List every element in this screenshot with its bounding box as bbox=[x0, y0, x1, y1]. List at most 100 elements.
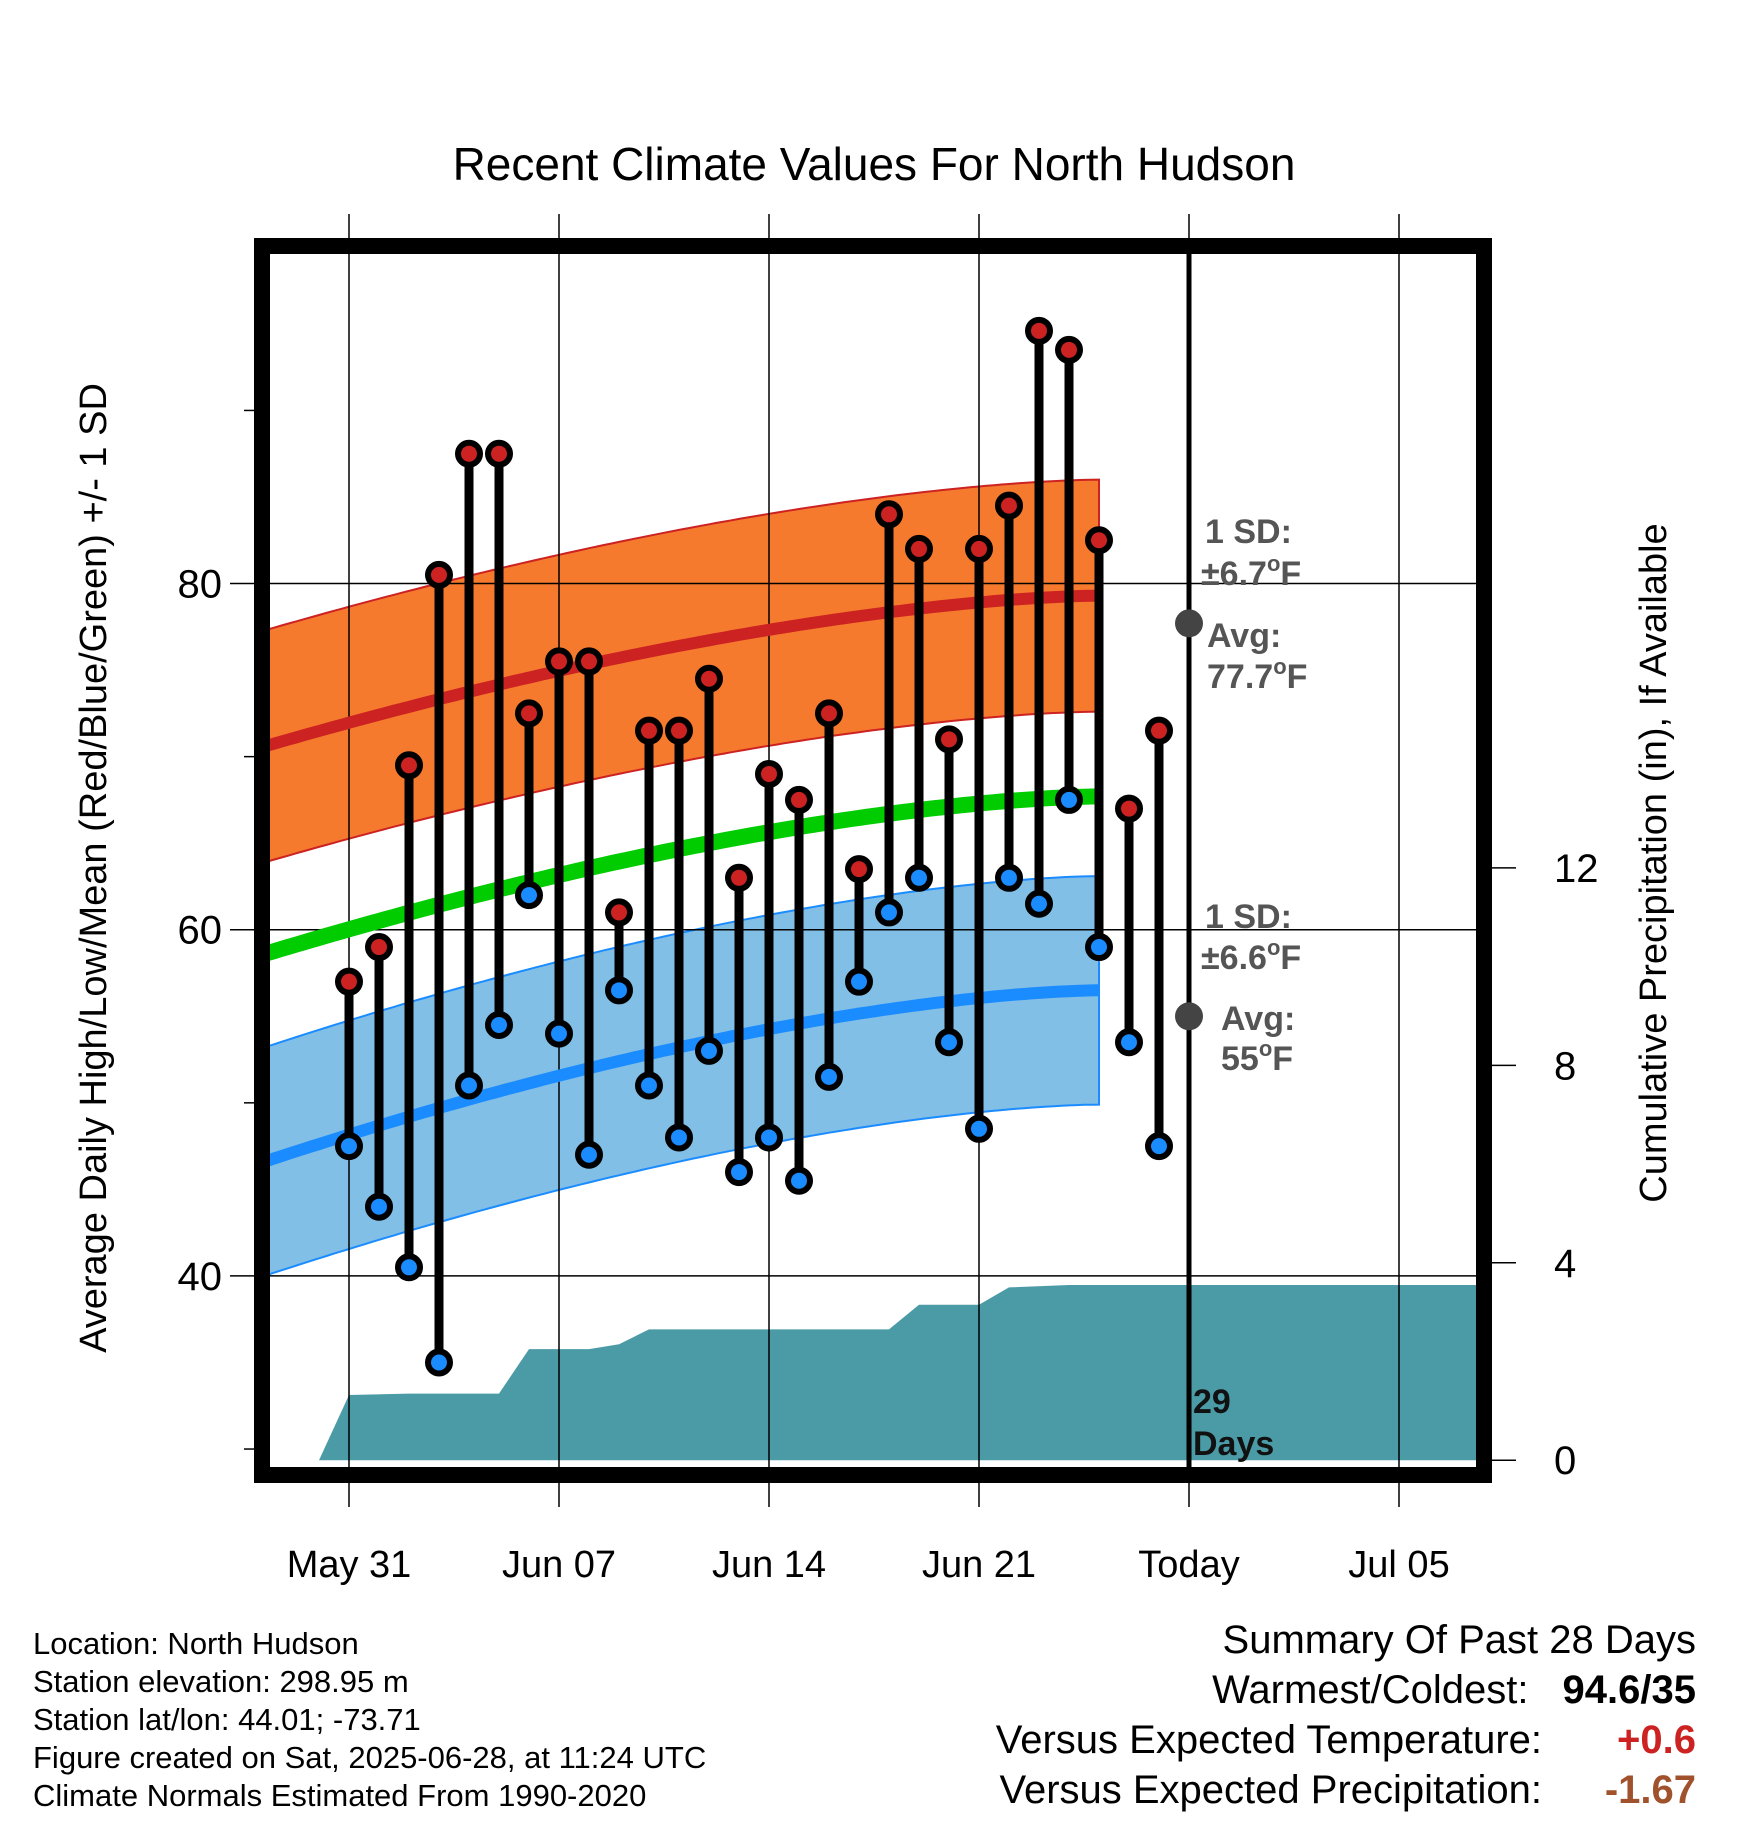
high-point bbox=[635, 716, 663, 745]
y-tick-label: 80 bbox=[178, 563, 223, 607]
high-point bbox=[545, 647, 573, 676]
low-sd-value: ±6.6oF bbox=[1201, 935, 1301, 977]
low-point bbox=[635, 1071, 663, 1100]
low-avg-value: 55oF bbox=[1221, 1036, 1293, 1078]
today-low-avg-marker bbox=[1175, 1002, 1203, 1031]
high-sd-value: ±6.7oF bbox=[1201, 551, 1301, 593]
low-point bbox=[335, 1132, 363, 1161]
high-point bbox=[1055, 335, 1083, 364]
summary-title: Summary Of Past 28 Days bbox=[1222, 1618, 1696, 1662]
low-point bbox=[845, 967, 873, 996]
high-point bbox=[1085, 526, 1113, 555]
y-tick-label: 40 bbox=[178, 1255, 223, 1299]
high-point bbox=[905, 534, 933, 563]
low-point bbox=[905, 863, 933, 892]
location-text: Location: North Hudson bbox=[33, 1626, 359, 1661]
x-tick-label: May 31 bbox=[287, 1544, 412, 1586]
high-point bbox=[665, 716, 693, 745]
high-point bbox=[605, 898, 633, 927]
high-avg-value: 77.7oF bbox=[1207, 654, 1307, 696]
low-point bbox=[1055, 785, 1083, 814]
low-point bbox=[425, 1348, 453, 1377]
high-point bbox=[995, 491, 1023, 520]
low-point bbox=[1085, 933, 1113, 962]
summary-temp-row: Versus Expected Temperature: +0.6 bbox=[996, 1715, 1696, 1765]
low-point bbox=[575, 1140, 603, 1169]
y2-axis-label: Cumulative Precipitation (in), If Availa… bbox=[1633, 523, 1675, 1202]
high-point bbox=[1145, 716, 1173, 745]
y2-tick-label: 4 bbox=[1554, 1242, 1576, 1286]
precip-label: Versus Expected Precipitation: bbox=[999, 1768, 1542, 1812]
low-point bbox=[485, 1010, 513, 1039]
low-point bbox=[755, 1123, 783, 1152]
high-point bbox=[755, 759, 783, 788]
low-point bbox=[725, 1158, 753, 1187]
high-point bbox=[365, 933, 393, 962]
low-point bbox=[395, 1253, 423, 1282]
y-axis-label: Average Daily High/Low/Mean (Red/Blue/Gr… bbox=[73, 383, 115, 1353]
low-point bbox=[995, 863, 1023, 892]
y2-tick-label: 8 bbox=[1554, 1044, 1576, 1088]
high-point bbox=[335, 967, 363, 996]
high-point bbox=[1115, 794, 1143, 823]
station-info: Location: North Hudson Station elevation… bbox=[33, 1625, 706, 1815]
high-point bbox=[695, 664, 723, 693]
low-point bbox=[875, 898, 903, 927]
x-tick-label: Jun 07 bbox=[502, 1544, 616, 1586]
precip-area bbox=[319, 1285, 1484, 1461]
high-point bbox=[425, 560, 453, 589]
high-point bbox=[965, 534, 993, 563]
warmest-value: 94.6/35 bbox=[1562, 1668, 1696, 1712]
low-point bbox=[1025, 889, 1053, 918]
x-tick-label: Jun 21 bbox=[922, 1544, 1036, 1586]
warmest-label: Warmest/Coldest: bbox=[1212, 1668, 1529, 1712]
summary-panel: Summary Of Past 28 Days Warmest/Coldest:… bbox=[996, 1615, 1696, 1815]
x-tick-label: Jul 05 bbox=[1348, 1544, 1449, 1586]
y2-tick-label: 12 bbox=[1554, 847, 1599, 891]
high-point bbox=[875, 500, 903, 529]
low-point bbox=[785, 1166, 813, 1195]
low-point bbox=[815, 1062, 843, 1091]
low-point bbox=[365, 1192, 393, 1221]
high-point bbox=[575, 647, 603, 676]
precip-value: -1.67 bbox=[1604, 1768, 1696, 1812]
low-point bbox=[1115, 1028, 1143, 1057]
high-sd-label: 1 SD: bbox=[1205, 513, 1292, 551]
high-point bbox=[845, 855, 873, 884]
temp-label: Versus Expected Temperature: bbox=[995, 1718, 1542, 1762]
plot-frame bbox=[254, 238, 1492, 1483]
low-point bbox=[545, 1019, 573, 1048]
low-point bbox=[935, 1028, 963, 1057]
low-point bbox=[455, 1071, 483, 1100]
low-point bbox=[515, 881, 543, 910]
low-avg-label: Avg: bbox=[1221, 1000, 1295, 1038]
x-tick-label: Jun 14 bbox=[712, 1544, 826, 1586]
low-point bbox=[605, 976, 633, 1005]
high-point bbox=[455, 439, 483, 468]
today-high-avg-marker bbox=[1175, 609, 1203, 638]
low-point bbox=[1145, 1132, 1173, 1161]
low-point bbox=[695, 1036, 723, 1065]
high-point bbox=[395, 751, 423, 780]
chart-title: Recent Climate Values For North Hudson bbox=[453, 138, 1296, 190]
high-point bbox=[515, 699, 543, 728]
summary-warmest-row: Warmest/Coldest: 94.6/35 bbox=[996, 1665, 1696, 1715]
high-point bbox=[785, 785, 813, 814]
days-label: Days bbox=[1193, 1425, 1274, 1463]
high-point bbox=[725, 863, 753, 892]
low-point bbox=[665, 1123, 693, 1152]
y2-tick-label: 0 bbox=[1554, 1439, 1576, 1483]
high-point bbox=[485, 439, 513, 468]
summary-precip-row: Versus Expected Precipitation: -1.67 bbox=[996, 1765, 1696, 1815]
high-point bbox=[815, 699, 843, 728]
created-text: Figure created on Sat, 2025-06-28, at 11… bbox=[33, 1740, 707, 1775]
elevation-text: Station elevation: 298.95 m bbox=[33, 1664, 409, 1699]
y-tick-label: 60 bbox=[178, 909, 223, 953]
low-point bbox=[965, 1114, 993, 1143]
normals-text: Climate Normals Estimated From 1990-2020 bbox=[33, 1778, 647, 1813]
high-point bbox=[935, 725, 963, 754]
x-tick-label: Today bbox=[1138, 1544, 1239, 1586]
temp-value: +0.6 bbox=[1617, 1718, 1696, 1762]
